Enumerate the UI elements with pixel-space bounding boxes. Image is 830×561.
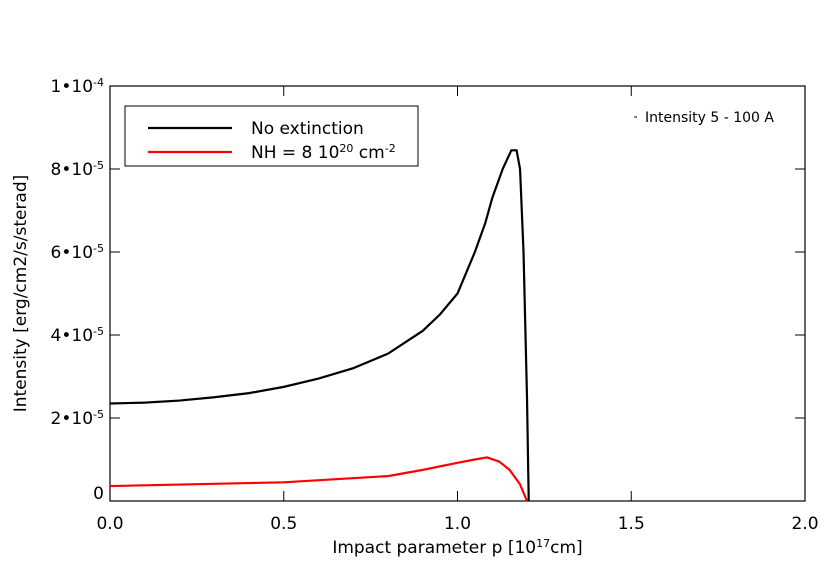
superscript: -5	[93, 242, 104, 255]
superscript: 20	[339, 142, 353, 155]
y-tick-label: 4•10-5	[51, 325, 104, 347]
superscript: -2	[385, 142, 396, 155]
superscript: -5	[93, 159, 104, 172]
x-tick-label: 0.0	[96, 514, 123, 534]
annotation: Intensity 5 - 100 A	[645, 110, 774, 126]
text-segment: 1•10	[51, 77, 93, 97]
series-line	[109, 149, 530, 502]
y-tick-label: 0	[93, 484, 104, 504]
legend-label: NH = 8 1020 cm-2	[251, 142, 396, 164]
y-tick-label: 6•10-5	[51, 242, 104, 264]
superscript: 17	[536, 537, 550, 550]
y-tick-label: 1•10-4	[51, 76, 104, 98]
x-tick-label: 2.0	[791, 514, 818, 534]
text-segment: 2•10	[51, 409, 93, 429]
y-axis-label: Intensity [erg/cm2/s/sterad]	[11, 175, 31, 413]
x-tick-label: 1.5	[618, 514, 645, 534]
superscript: -4	[93, 76, 104, 89]
legend-box	[124, 105, 419, 167]
y-tick-label: 8•10-5	[51, 159, 104, 181]
text-segment: 4•10	[51, 326, 93, 346]
text-segment: Impact parameter p [10	[332, 538, 536, 558]
y-tick-label: 2•10-5	[51, 408, 104, 430]
x-tick-label: 1.0	[444, 514, 471, 534]
text-segment: cm]	[550, 538, 583, 558]
legend-label: No extinction	[251, 119, 364, 139]
text-segment: cm	[353, 143, 384, 163]
superscript: -5	[93, 408, 104, 421]
text-segment: 6•10	[51, 243, 93, 263]
text-segment: 8•10	[51, 160, 93, 180]
text-segment: NH = 8 10	[251, 143, 339, 163]
series-line	[109, 456, 529, 502]
superscript: -5	[93, 325, 104, 338]
x-axis-label: Impact parameter p [1017cm]	[332, 537, 582, 559]
x-tick-label: 0.5	[270, 514, 297, 534]
